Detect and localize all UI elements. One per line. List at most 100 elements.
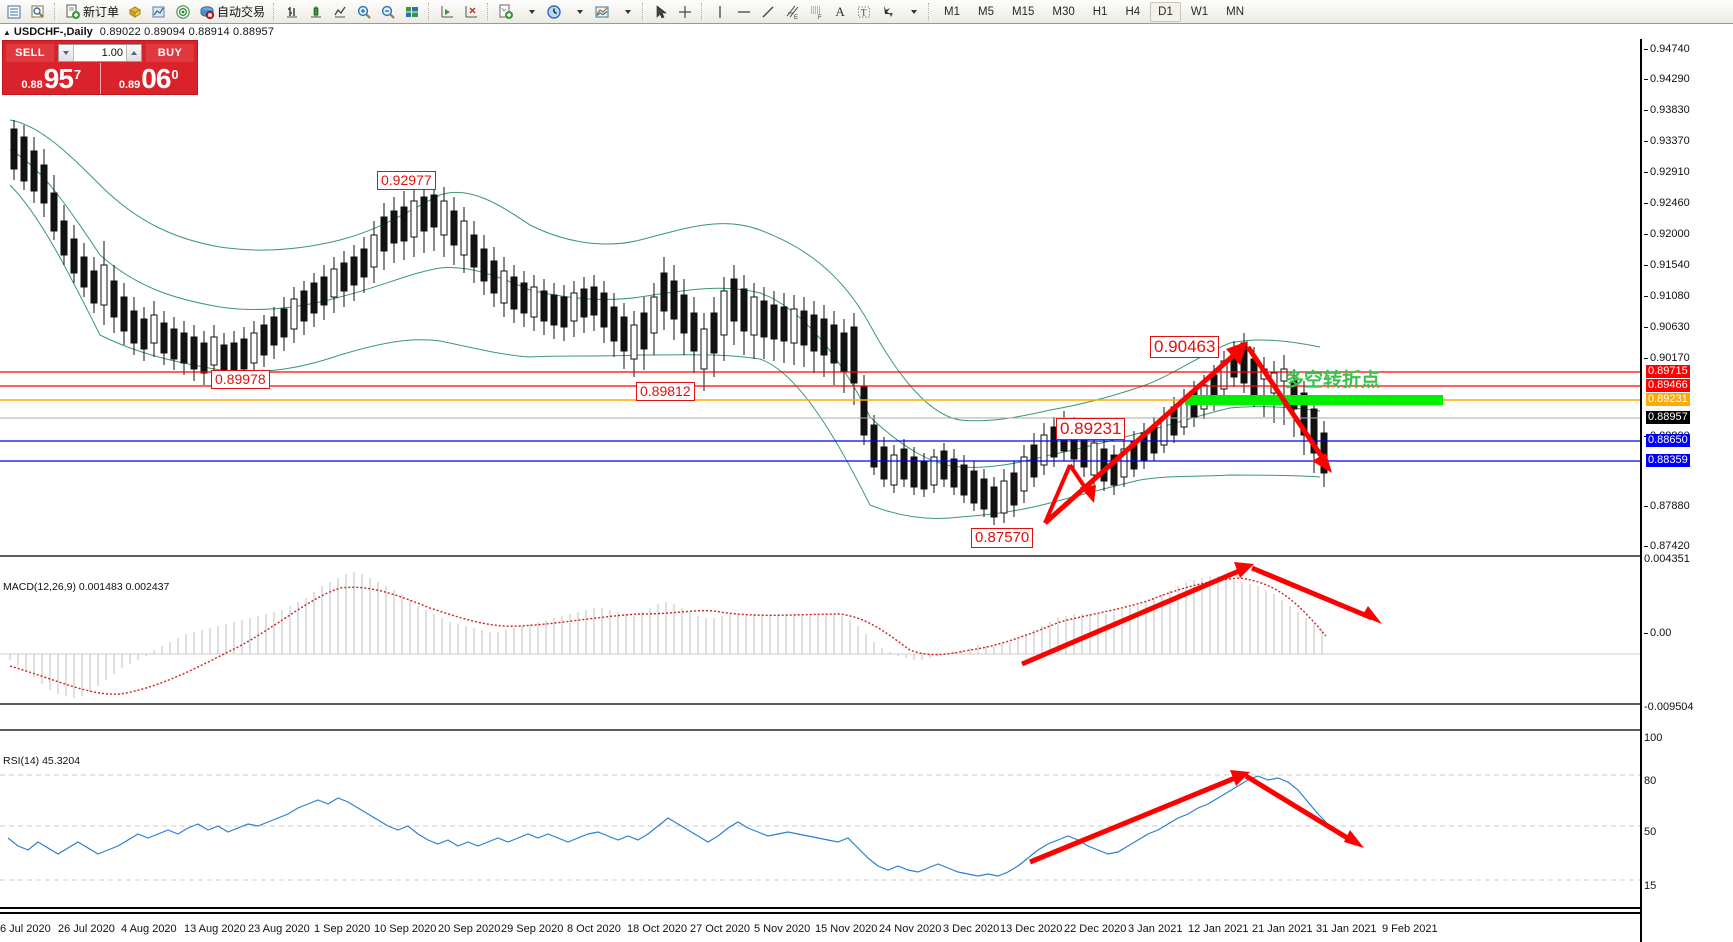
date-axis[interactable]: 6 Jul 2020 26 Jul 2020 4 Aug 2020 13 Aug… [0,912,1640,942]
date-tick: 12 Jan 2021 [1188,923,1249,935]
rsi-axis-tick: 15 [1644,880,1657,892]
vertical-line-icon[interactable] [709,1,731,23]
axis-tick: 0.90630 [1644,321,1690,333]
rsi-pane [0,729,1640,909]
chart-shift-icon[interactable] [436,1,458,23]
toolbar-separator [54,2,57,21]
tab-timeframe-m30[interactable]: M30 [1044,2,1082,22]
support-resistance-band [1185,395,1443,405]
tf-label: M15 [1012,5,1035,18]
date-tick: 27 Oct 2020 [690,923,750,935]
volume-input[interactable]: 1.00 [58,44,142,62]
indicator-list-icon[interactable] [591,1,613,23]
axis-tick: 0.92460 [1644,197,1690,209]
sell-price-main: 95 [43,63,74,94]
text-icon[interactable]: A [835,3,845,19]
horizontal-line-icon[interactable] [733,1,755,23]
tab-timeframe-d1[interactable]: D1 [1150,1,1181,22]
buy-price-prefix: 0.89 [118,79,141,91]
price-label-089812[interactable]: 0.89812 [636,382,695,401]
volume-increase-button[interactable] [126,45,141,61]
price-chart-canvas[interactable] [0,25,1640,942]
macd-indicator-label: MACD(12,26,9) 0.001483 0.002437 [3,581,170,593]
auto-scroll-icon[interactable] [460,1,482,23]
line-chart-icon[interactable] [329,1,351,23]
tab-timeframe-m1[interactable]: M1 [936,2,968,22]
new-order-button[interactable]: 新订单 [62,1,122,23]
price-badge-088650: 0.88650 [1646,434,1690,447]
tf-label: D1 [1158,5,1173,18]
data-window-icon[interactable] [27,1,49,23]
fibonacci-retracement-icon[interactable]: F [805,1,827,23]
tab-timeframe-h4[interactable]: H4 [1117,2,1148,22]
market-watch-icon[interactable] [3,1,25,23]
trendline-icon[interactable] [757,1,779,23]
rsi-axis-tick: 50 [1644,826,1657,838]
trend-arrow-down-rsi [1244,773,1364,848]
macd-pane [0,555,1640,705]
volume-decrease-button[interactable] [59,45,74,61]
date-tick: 26 Jul 2020 [58,923,115,935]
macd-axis-tick: 0.004351 [1644,553,1690,565]
price-label-087570[interactable]: 0.87570 [971,528,1034,548]
signals-icon[interactable] [172,1,194,23]
date-tick: 20 Sep 2020 [438,923,501,935]
indicators-icon[interactable] [148,1,170,23]
period-separator-dropdown[interactable] [567,1,589,23]
tab-timeframe-m15[interactable]: M15 [1004,2,1042,22]
tile-windows-icon[interactable] [401,1,423,23]
price-label-090463[interactable]: 0.90463 [1150,336,1220,358]
cursor-icon[interactable] [650,1,672,23]
period-separator-icon[interactable] [543,1,565,23]
add-template-icon[interactable] [495,1,517,23]
chart-collapse-icon[interactable]: ▲ [3,27,11,37]
buy-price[interactable]: 0.89 06 0 [99,63,198,94]
tab-timeframe-h1[interactable]: H1 [1085,2,1116,22]
volume-value[interactable]: 1.00 [101,47,123,59]
add-template-dropdown[interactable] [519,1,541,23]
autotrading-button[interactable]: 自动交易 [196,1,268,23]
tab-timeframe-w1[interactable]: W1 [1183,2,1216,22]
text-label-icon[interactable]: T [853,1,875,23]
expert-advisors-icon[interactable] [124,1,146,23]
crosshair-icon[interactable] [674,1,696,23]
sell-price[interactable]: 0.88 95 7 [3,63,100,94]
date-tick: 3 Jan 2021 [1128,923,1183,935]
toolbar-separator [701,2,705,21]
tab-timeframe-m5[interactable]: M5 [970,2,1002,22]
price-badge-088359: 0.88359 [1646,454,1690,467]
price-axis[interactable]: 0.94740 0.94290 0.93830 0.93370 0.92910 … [1640,25,1733,942]
date-tick: 4 Aug 2020 [121,923,177,935]
tf-label: H1 [1092,5,1108,18]
one-click-trading-panel[interactable]: SELL 1.00 BUY 0.88 95 7 0.89 06 0 [2,40,198,95]
equidistant-channel-icon[interactable]: E [781,1,803,23]
trade-panel-prices: 0.88 95 7 0.89 06 0 [3,63,197,94]
date-tick: 22 Dec 2020 [1064,923,1127,935]
arrows-dropdown[interactable] [901,1,923,23]
new-order-label: 新订单 [83,5,120,19]
buy-price-fraction: 0 [171,67,179,82]
price-label-089978[interactable]: 0.89978 [211,370,270,389]
trend-arrow-down-macd [1251,565,1382,624]
zoom-in-icon[interactable] [353,1,375,23]
zoom-out-icon[interactable] [377,1,399,23]
indicator-list-dropdown[interactable] [615,1,637,23]
svg-text:F: F [818,15,822,20]
candlestick-chart-icon[interactable] [305,1,327,23]
turning-point-note[interactable]: 多空转折点 [1285,369,1381,391]
arrows-icon[interactable] [877,1,899,23]
bar-chart-icon[interactable] [281,1,303,23]
trend-arrow-small [1043,463,1096,524]
main-toolbar: 新订单 自动交易 [0,0,1733,24]
price-label-089231[interactable]: 0.89231 [1056,418,1126,440]
date-tick: 21 Jan 2021 [1252,923,1313,935]
toolbar-separator [928,2,932,21]
svg-text:T: T [861,7,867,17]
price-label-092977[interactable]: 0.92977 [377,171,436,190]
chart-container[interactable]: MACD(12,26,9) 0.001483 0.002437 RSI(14) … [0,25,1733,942]
axis-tick: 0.94740 [1644,43,1690,55]
buy-button[interactable]: BUY [146,44,194,62]
sell-button[interactable]: SELL [6,44,54,62]
tab-timeframe-mn[interactable]: MN [1218,2,1252,22]
axis-tick: 0.93370 [1644,135,1690,147]
